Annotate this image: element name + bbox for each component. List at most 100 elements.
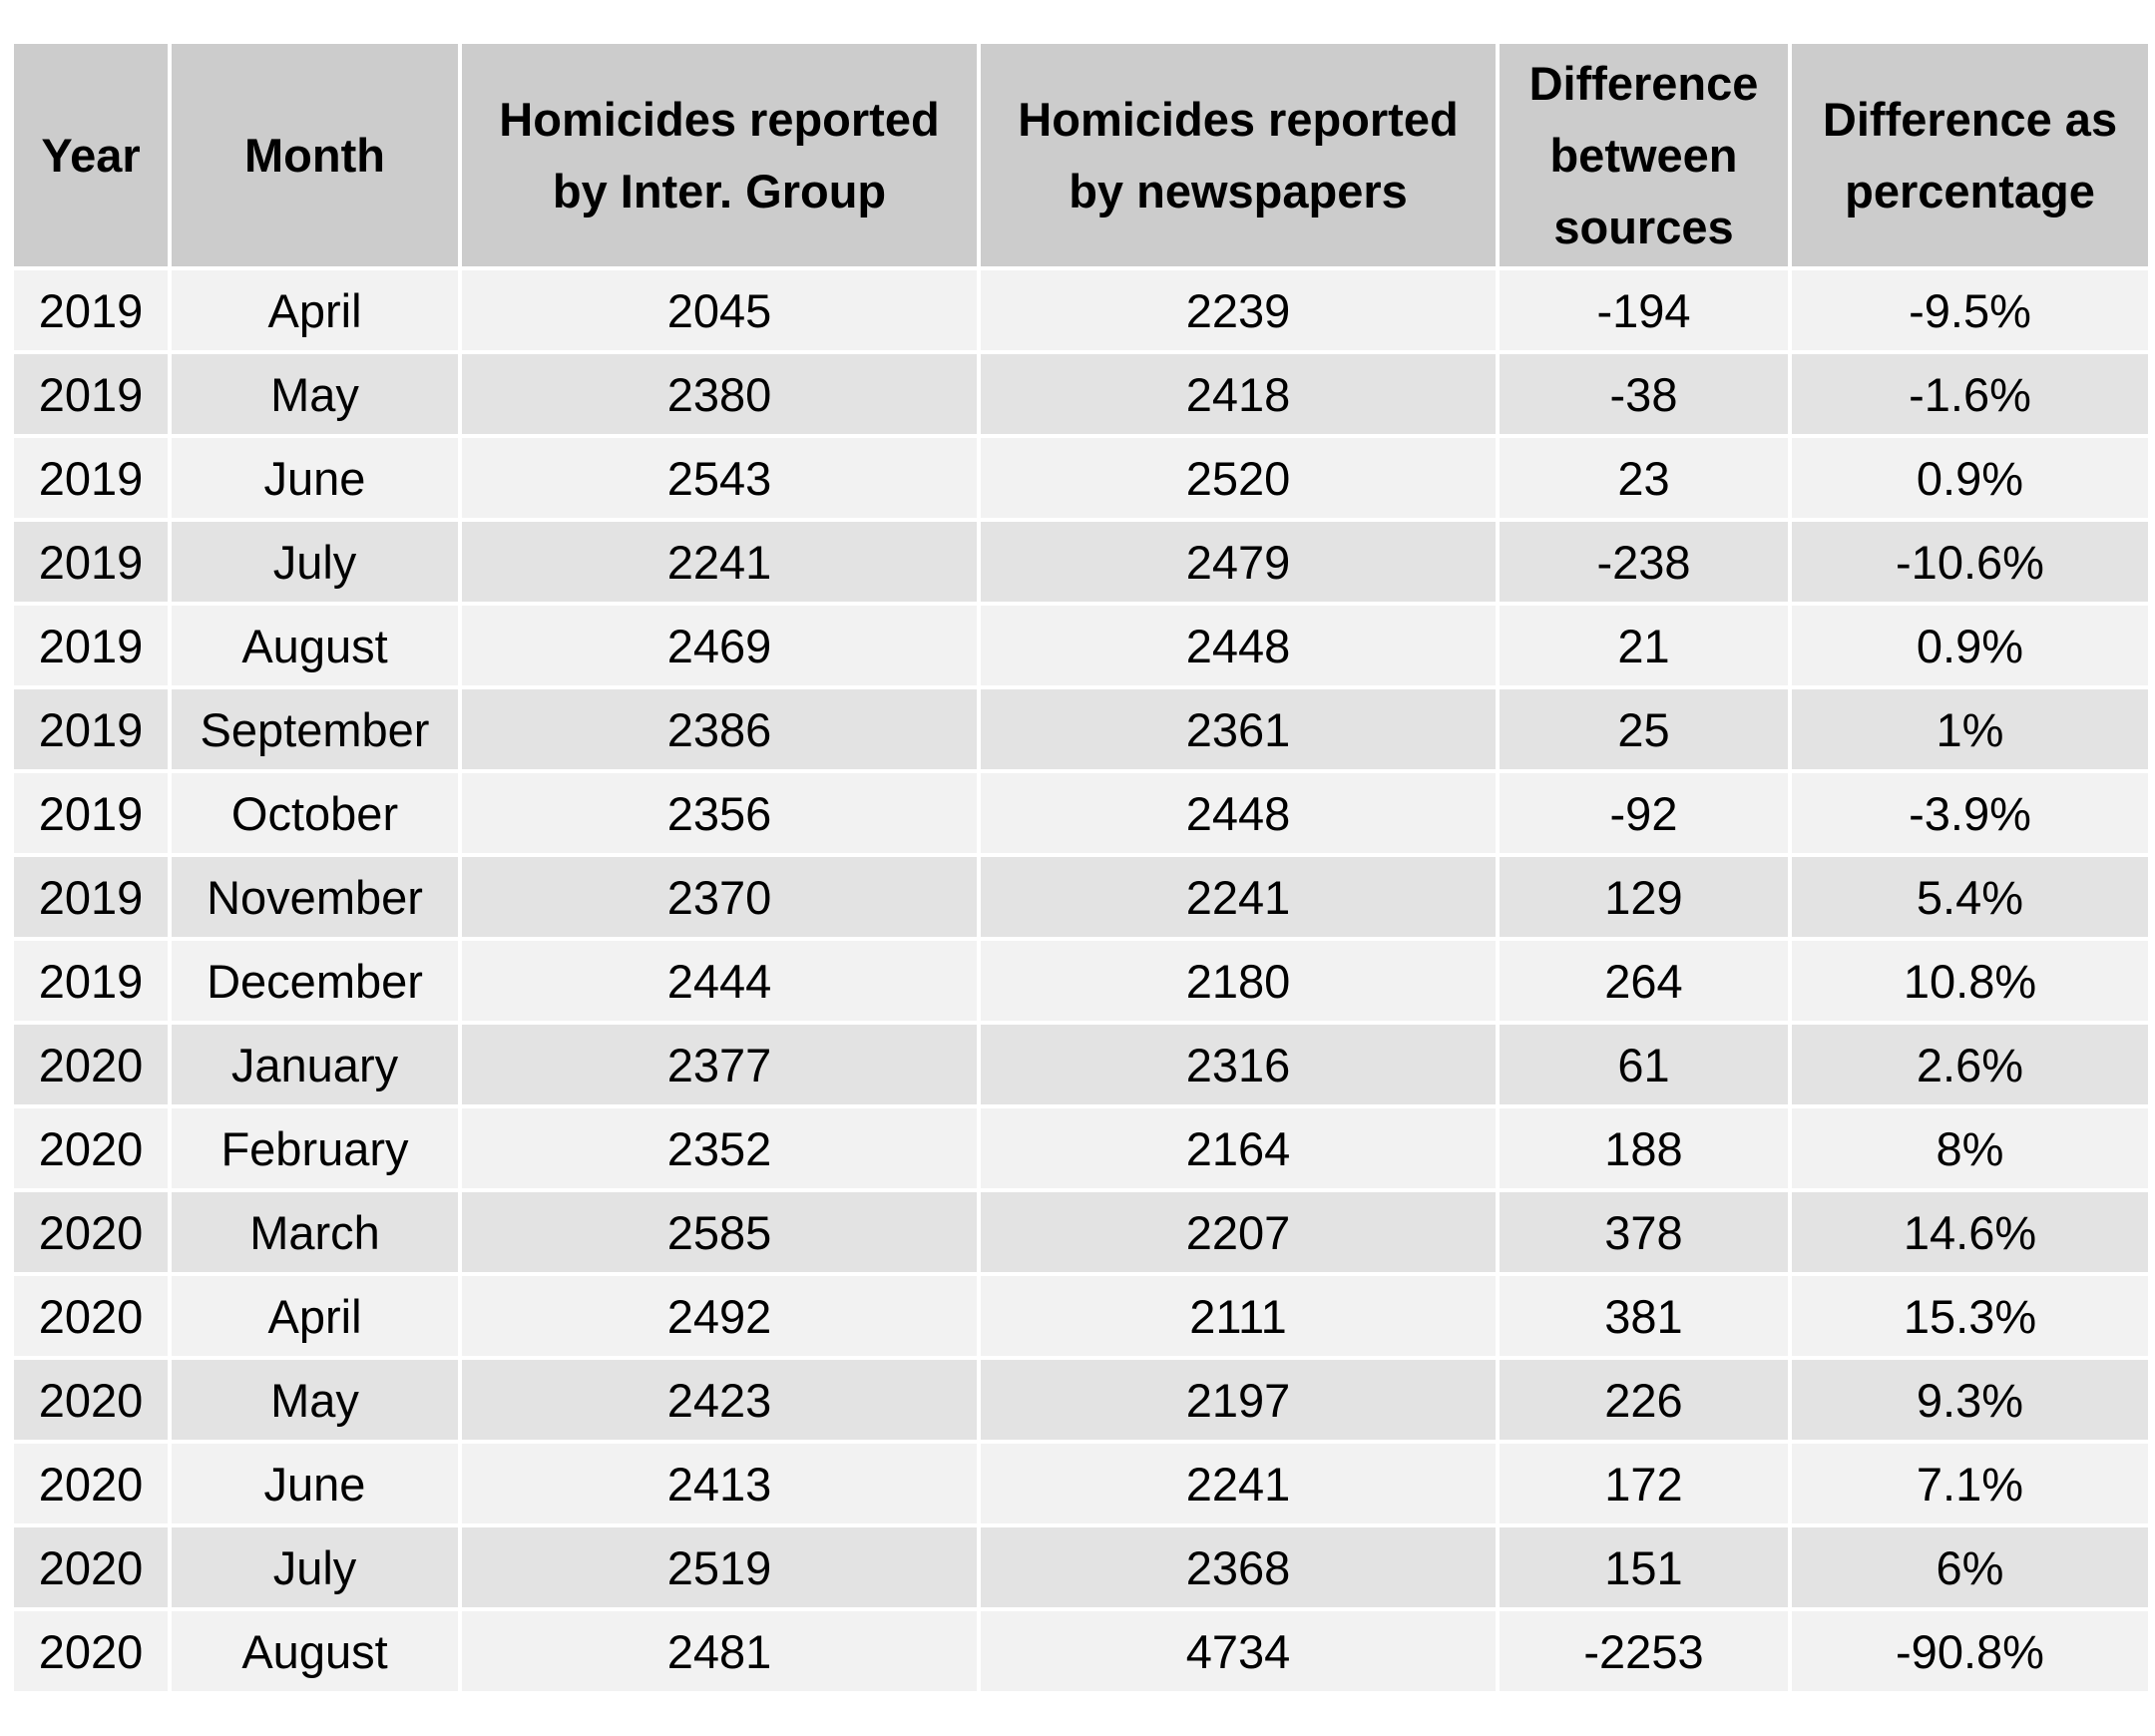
percentage-cell: 10.8% [1788,937,2152,1025]
year-cell: 2019 [10,518,172,606]
percentage-cell: 9.3% [1788,1356,2152,1444]
month-cell: August [168,602,462,689]
month-cell: July [168,1523,462,1611]
difference-cell: 226 [1496,1356,1792,1444]
table-body: 2019 April 2045 2239 -194 -9.5% 2019 May 2380 241… [10,266,2152,1695]
percentage-cell: 14.6% [1788,1188,2152,1276]
table-row: 2020 August 2481 4734 -2253 -90.8% [10,1607,2152,1695]
difference-cell: 378 [1496,1188,1792,1276]
year-cell: 2019 [10,266,172,354]
header-label-line: percentage [1845,164,2095,217]
table-row: 2020 May 2423 2197 226 9.3% [10,1356,2152,1444]
inter-group-header: Homicides reported by Inter. Group [458,40,981,270]
year-cell: 2020 [10,1523,172,1611]
year-cell: 2019 [10,853,172,941]
newspapers-cell: 2520 [977,434,1500,522]
table-row: 2019 June 2543 2520 23 0.9% [10,434,2152,522]
month-cell: February [168,1104,462,1192]
percentage-cell: 15.3% [1788,1272,2152,1360]
year-cell: 2020 [10,1440,172,1527]
inter-group-cell: 2492 [458,1272,981,1360]
month-cell: June [168,1440,462,1527]
month-cell: December [168,937,462,1025]
table-row: 2019 August 2469 2448 21 0.9% [10,602,2152,689]
difference-cell: -194 [1496,266,1792,354]
year-cell: 2019 [10,769,172,857]
difference-cell: -38 [1496,350,1792,438]
inter-group-cell: 2585 [458,1188,981,1276]
percentage-cell: -90.8% [1788,1607,2152,1695]
month-cell: April [168,266,462,354]
month-header: Month [168,40,462,270]
year-cell: 2020 [10,1272,172,1360]
month-cell: May [168,350,462,438]
newspapers-cell: 4734 [977,1607,1500,1695]
newspapers-cell: 2207 [977,1188,1500,1276]
table-row: 2020 April 2492 2111 381 15.3% [10,1272,2152,1360]
header-label-line: sources [1553,200,1734,253]
month-cell: June [168,434,462,522]
percentage-cell: -10.6% [1788,518,2152,606]
percentage-cell: 1% [1788,685,2152,773]
inter-group-cell: 2370 [458,853,981,941]
month-cell: August [168,1607,462,1695]
percentage-cell: 0.9% [1788,602,2152,689]
table-row: 2020 June 2413 2241 172 7.1% [10,1440,2152,1527]
difference-cell: 61 [1496,1021,1792,1108]
month-cell: July [168,518,462,606]
percentage-cell: 0.9% [1788,434,2152,522]
percentage-cell: 2.6% [1788,1021,2152,1108]
percentage-cell: -9.5% [1788,266,2152,354]
inter-group-cell: 2356 [458,769,981,857]
year-cell: 2019 [10,685,172,773]
header-label-line: by newspapers [1069,164,1408,217]
difference-cell: -92 [1496,769,1792,857]
table-row: 2019 September 2386 2361 25 1% [10,685,2152,773]
month-cell: September [168,685,462,773]
year-cell: 2020 [10,1104,172,1192]
newspapers-cell: 2180 [977,937,1500,1025]
newspapers-cell: 2111 [977,1272,1500,1360]
newspapers-cell: 2241 [977,1440,1500,1527]
inter-group-cell: 2444 [458,937,981,1025]
table-row: 2020 March 2585 2207 378 14.6% [10,1188,2152,1276]
percentage-cell: 5.4% [1788,853,2152,941]
newspapers-cell: 2316 [977,1021,1500,1108]
difference-cell: 172 [1496,1440,1792,1527]
newspapers-cell: 2448 [977,602,1500,689]
header-label-line: Homicides reported [1018,92,1459,146]
inter-group-cell: 2469 [458,602,981,689]
difference-cell: 264 [1496,937,1792,1025]
table-row: 2019 November 2370 2241 129 5.4% [10,853,2152,941]
difference-header: Difference between sources [1496,40,1792,270]
difference-percentage-header: Difference as percentage [1788,40,2152,270]
difference-cell: 151 [1496,1523,1792,1611]
month-cell: January [168,1021,462,1108]
header-label-line: Difference [1528,56,1759,110]
newspapers-cell: 2368 [977,1523,1500,1611]
year-cell: 2019 [10,937,172,1025]
year-cell: 2019 [10,434,172,522]
inter-group-cell: 2423 [458,1356,981,1444]
header-label-line: Year [41,128,141,182]
difference-cell: 129 [1496,853,1792,941]
percentage-cell: -3.9% [1788,769,2152,857]
table-header: Year Month Homicides reported by Inter. Gro… [10,40,2152,270]
newspapers-cell: 2164 [977,1104,1500,1192]
header-row: Year Month Homicides reported by Inter. Gro… [10,40,2152,270]
month-cell: March [168,1188,462,1276]
homicides-table: Year Month Homicides reported by Inter. Gro… [10,40,2152,1695]
difference-cell: -238 [1496,518,1792,606]
difference-cell: 25 [1496,685,1792,773]
inter-group-cell: 2386 [458,685,981,773]
inter-group-cell: 2519 [458,1523,981,1611]
percentage-cell: -1.6% [1788,350,2152,438]
year-cell: 2019 [10,602,172,689]
newspapers-cell: 2361 [977,685,1500,773]
table-row: 2020 January 2377 2316 61 2.6% [10,1021,2152,1108]
year-cell: 2020 [10,1607,172,1695]
table-row: 2019 July 2241 2479 -238 -10.6% [10,518,2152,606]
month-cell: October [168,769,462,857]
table-row: 2019 May 2380 2418 -38 -1.6% [10,350,2152,438]
month-cell: May [168,1356,462,1444]
